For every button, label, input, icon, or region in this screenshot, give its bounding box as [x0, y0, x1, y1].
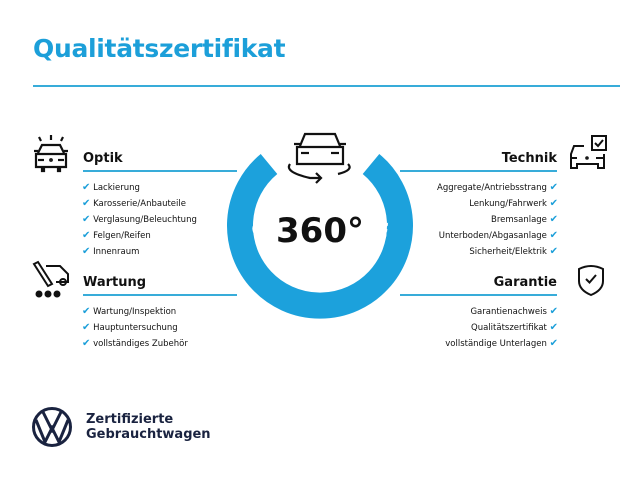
list-item: Unterboden/Abgasanlage ✔ — [438, 230, 558, 241]
check-icon: ✔ — [549, 182, 558, 193]
check-icon: ✔ — [549, 230, 558, 241]
check-icon: ✔ — [82, 246, 91, 257]
garantie-list: Garantienachweis ✔ Qualitätszertifikat ✔… — [445, 304, 558, 352]
car-rotate-icon — [287, 132, 351, 184]
check-icon: ✔ — [82, 182, 91, 193]
service-tools-icon — [32, 260, 69, 298]
list-item: Bremsanlage ✔ — [491, 214, 558, 225]
car-checkbox-icon — [570, 135, 607, 169]
divider — [400, 294, 557, 296]
divider — [400, 170, 557, 172]
check-icon: ✔ — [549, 338, 558, 349]
vw-logo — [32, 407, 72, 447]
list-item: Aggregate/Antriebsstrang ✔ — [437, 182, 558, 193]
technik-list: Aggregate/Antriebsstrang ✔ Lenkung/Fahrw… — [437, 180, 558, 260]
divider — [33, 85, 620, 87]
list-item: Lenkung/Fahrwerk ✔ — [469, 198, 558, 209]
optik-list: ✔ Lackierung ✔ Karosserie/Anbauteile ✔ V… — [82, 180, 197, 260]
check-icon: ✔ — [549, 246, 558, 257]
check-icon: ✔ — [82, 322, 91, 333]
check-icon: ✔ — [549, 198, 558, 209]
list-item: ✔ Karosserie/Anbauteile — [82, 198, 186, 209]
check-icon: ✔ — [82, 230, 91, 241]
list-item: Garantienachweis ✔ — [470, 306, 558, 317]
check-icon: ✔ — [549, 214, 558, 225]
list-item: ✔ Lackierung — [82, 182, 140, 193]
list-item: vollständige Unterlagen ✔ — [445, 338, 558, 349]
divider — [83, 170, 237, 172]
list-item: ✔ vollständiges Zubehör — [82, 338, 188, 349]
shield-check-icon — [578, 265, 604, 297]
ring — [227, 154, 413, 319]
page-title: Qualitätszertifikat — [33, 34, 286, 63]
section-title-garantie: Garantie — [493, 275, 557, 290]
car-front-lights-icon — [34, 135, 68, 173]
list-item: ✔ Wartung/Inspektion — [82, 306, 177, 317]
check-icon: ✔ — [82, 338, 91, 349]
check-icon: ✔ — [82, 306, 91, 317]
list-item: ✔ Felgen/Reifen — [82, 230, 151, 241]
check-360-badge: Gebrauchtwagen-Check 360° — [227, 132, 413, 319]
brand-name: Zertifizierte Gebrauchtwagen — [86, 412, 211, 442]
list-item: Sicherheit/Elektrik ✔ — [469, 246, 558, 257]
wartung-list: ✔ Wartung/Inspektion ✔ Hauptuntersuchung… — [82, 304, 188, 352]
check-icon: ✔ — [549, 306, 558, 317]
check-icon: ✔ — [82, 198, 91, 209]
section-title-wartung: Wartung — [83, 275, 147, 290]
list-item: ✔ Verglasung/Beleuchtung — [82, 214, 197, 225]
section-title-technik: Technik — [501, 151, 557, 166]
section-title-optik: Optik — [83, 151, 123, 166]
degree-label: 360° — [276, 211, 364, 251]
check-icon: ✔ — [82, 214, 91, 225]
divider — [83, 294, 237, 296]
list-item: ✔ Hauptuntersuchung — [82, 322, 178, 333]
list-item: Qualitätszertifikat ✔ — [471, 322, 558, 333]
check-icon: ✔ — [549, 322, 558, 333]
list-item: ✔ Innenraum — [82, 246, 140, 257]
